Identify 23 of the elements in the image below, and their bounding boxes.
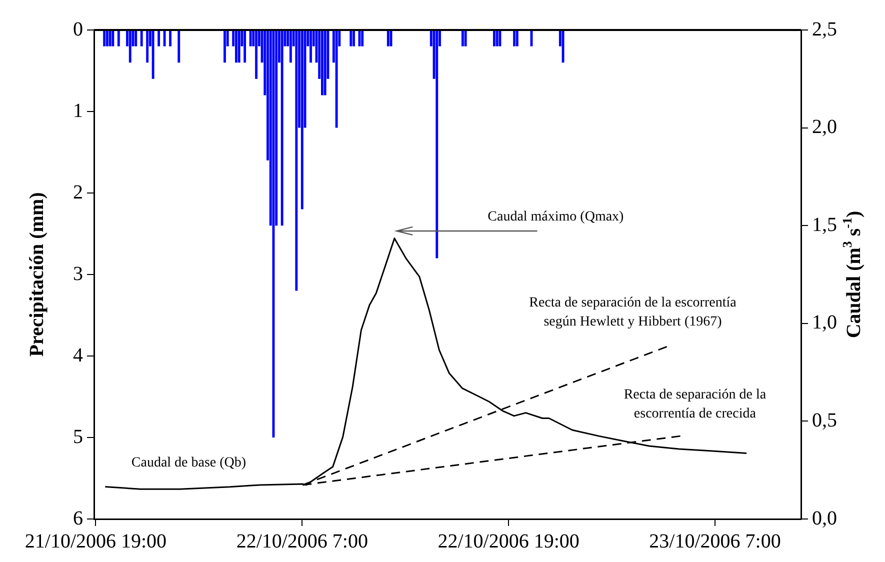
x-tick-label: 22/10/2006 19:00: [438, 530, 580, 552]
y-tick-label: 2: [73, 181, 83, 204]
y-tick-label: 4: [73, 344, 83, 366]
y-tick-label: 6: [73, 507, 83, 530]
y2-tick-label: 0,5: [812, 409, 837, 432]
annotation: Recta de separación de la escorrentía según Hewlett y Hibbert (1967): [529, 296, 738, 330]
y2-tick-label: 2,0: [812, 116, 837, 138]
y-tick-label: 0: [73, 18, 83, 40]
annotation: Recta de separación de la escorrentía de crecida: [624, 387, 767, 422]
annotation: Caudal máximo (Qmax): [488, 209, 624, 224]
x-tick-label: 23/10/2006 7:00: [649, 530, 781, 552]
y-axis-title: Precipitación (mm): [26, 192, 48, 357]
annotation: Caudal de base (Qb): [131, 455, 246, 470]
y-tick-label: 3: [73, 262, 83, 285]
y2-tick-label: 2,5: [812, 18, 837, 40]
y2-axis-title: Caudal (m3 s-1): [839, 210, 866, 338]
x-tick-label: 21/10/2006 19:00: [24, 530, 167, 552]
y-tick-label: 5: [73, 426, 83, 448]
y2-tick-label: 0,0: [812, 507, 837, 530]
y-tick-label: 1: [73, 100, 83, 122]
y2-tick-label: 1,5: [812, 214, 837, 236]
x-tick-label: 22/10/2006 7:00: [236, 530, 368, 552]
y2-tick-label: 1,0: [812, 312, 837, 334]
